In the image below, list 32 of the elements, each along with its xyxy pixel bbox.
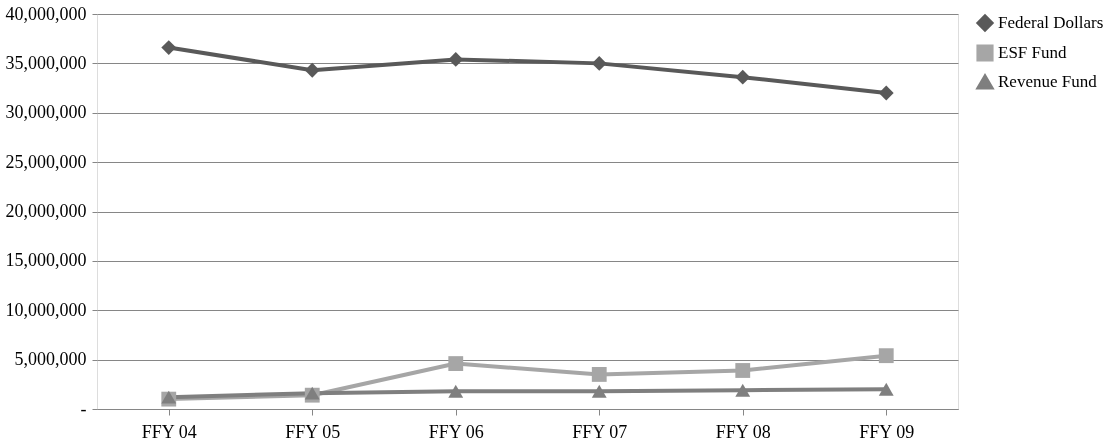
y-tick-label: 25,000,000 [5,151,87,172]
point [591,384,607,398]
y-tick-label: 10,000,000 [5,299,87,320]
x-tick-label: FFY 04 [141,421,197,442]
point [878,85,894,101]
point [878,382,894,396]
y-tick-label: 40,000,000 [5,3,87,24]
x-tick-label: FFY 08 [715,421,771,442]
legend-label: Revenue Fund [998,72,1098,91]
point [878,348,894,364]
point [448,52,464,67]
point [304,62,320,78]
legend-label: Federal Dollars [998,13,1104,32]
y-tick-label: 5,000,000 [14,349,87,370]
y-tick-label: 20,000,000 [5,201,87,221]
y-tick-label: 30,000,000 [5,102,87,123]
point [591,367,607,382]
y-tick-label: 15,000,000 [5,250,87,271]
point [735,69,751,85]
x-tick-label: FFY 07 [572,421,628,442]
x-tick-label: FFY 06 [428,421,484,442]
x-tick-label: FFY 05 [285,421,341,442]
point [448,384,464,398]
y-tick-label: - [80,398,87,419]
y-tick-label: 35,000,000 [5,52,87,73]
point [591,55,607,71]
x-tick-label: FFY 09 [859,421,915,442]
point [161,40,177,55]
point [735,363,751,378]
legend-label: ESF Fund [998,43,1067,62]
point [448,356,464,371]
point [735,383,751,397]
